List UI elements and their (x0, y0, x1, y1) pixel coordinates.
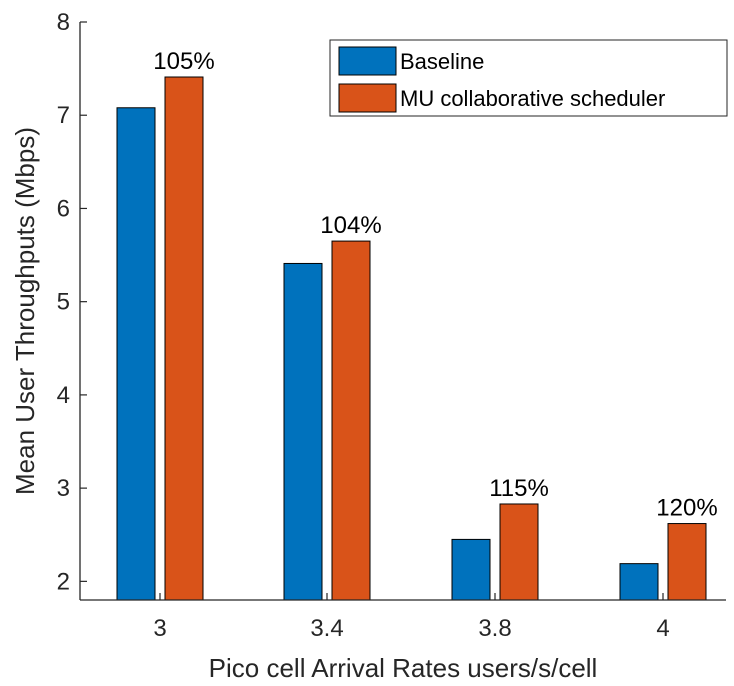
annotations-group: 105% 104% 115% 120% (153, 48, 717, 522)
y-tick-label: 4 (57, 382, 70, 409)
bar-baseline-3.8 (451, 538, 491, 601)
legend: Baseline MU collaborative scheduler (329, 39, 728, 117)
y-tick-label: 5 (57, 289, 70, 316)
y-tick-label: 6 (57, 195, 70, 222)
legend-swatch-mu-scheduler (338, 83, 397, 113)
x-tick-label: 3 (153, 615, 166, 642)
bar-baseline-4 (619, 563, 659, 601)
annotation-label: 104% (320, 212, 381, 239)
bar-mu-scheduler-3.8 (499, 503, 539, 601)
y-tick-label: 7 (57, 102, 70, 129)
legend-label-mu-scheduler: MU collaborative scheduler (400, 86, 665, 111)
x-tick-label: 3.4 (310, 615, 343, 642)
x-tick-label: 3.8 (478, 615, 511, 642)
bar-baseline-3.4 (283, 262, 323, 601)
annotation-label: 105% (153, 48, 214, 75)
y-ticks-group: 2 3 4 5 6 7 8 (57, 9, 87, 595)
annotation-label: 120% (656, 495, 717, 522)
x-ticks-group: 3 3.4 3.8 4 (153, 593, 670, 642)
x-axis-label: Pico cell Arrival Rates users/s/cell (209, 653, 598, 683)
y-tick-label: 8 (57, 9, 70, 36)
bar-baseline-3 (116, 107, 156, 601)
y-axis-label: Mean User Throughputs (Mbps) (10, 127, 40, 495)
x-tick-label: 4 (656, 615, 669, 642)
annotation-label: 115% (489, 475, 549, 502)
y-tick-label: 3 (57, 475, 70, 502)
bar-mu-scheduler-3 (164, 76, 204, 601)
bar-mu-scheduler-4 (667, 523, 707, 601)
legend-swatch-baseline (338, 46, 397, 76)
bars-group (116, 76, 707, 601)
legend-label-baseline: Baseline (400, 49, 484, 74)
y-tick-label: 2 (57, 568, 70, 595)
bar-mu-scheduler-3.4 (331, 240, 371, 601)
